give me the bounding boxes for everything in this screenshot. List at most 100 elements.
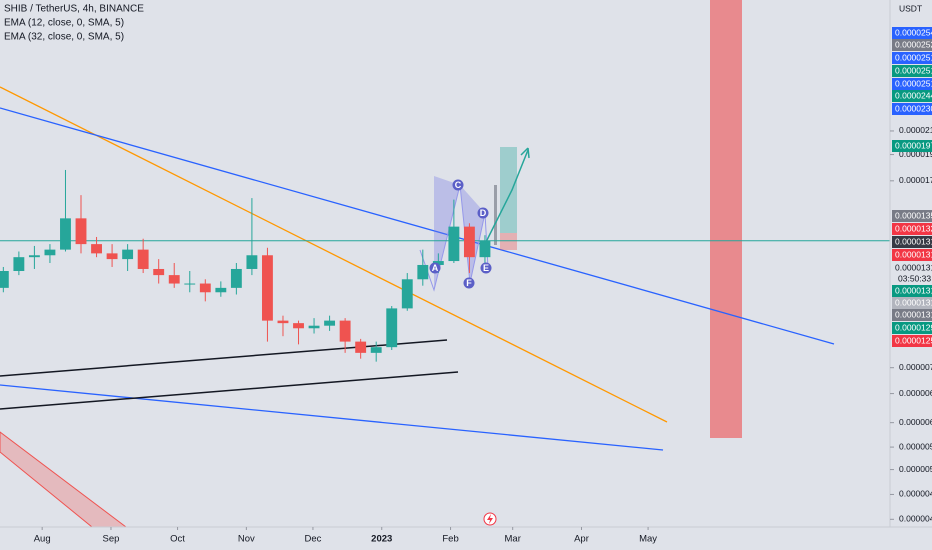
indicator-label: EMA (12, close, 0, SMA, 5) — [4, 18, 124, 29]
price-label-box — [892, 297, 932, 309]
marker-bar — [494, 185, 497, 245]
candle-body — [28, 255, 40, 258]
pattern-label: D — [480, 208, 487, 218]
pattern-label: F — [466, 278, 472, 288]
price-label-box — [892, 322, 932, 334]
candle-body — [44, 249, 56, 256]
candle-body — [463, 226, 475, 258]
price-label: 0.00001314 — [895, 285, 932, 295]
y-axis-label: USDT — [899, 3, 922, 13]
price-label-box — [892, 78, 932, 90]
candle-body — [277, 320, 289, 324]
x-tick-label: Oct — [170, 534, 185, 545]
price-label: 0.00002528 — [895, 39, 932, 49]
trendline — [0, 86, 668, 423]
price-label: 0.00002516 — [895, 52, 932, 62]
price-label-box — [892, 65, 932, 77]
price-label-box — [892, 249, 932, 261]
x-tick-label: Dec — [304, 534, 321, 545]
price-label: 0.00002546 — [895, 27, 932, 37]
pattern-badge — [477, 207, 489, 219]
x-tick-label: Apr — [574, 534, 589, 545]
price-label-box — [892, 27, 932, 39]
x-tick-label: May — [639, 534, 657, 545]
position-profit — [500, 147, 517, 233]
candle-body — [13, 257, 25, 272]
candle-body — [355, 341, 367, 353]
candle-body — [370, 347, 382, 353]
candle-body — [262, 255, 273, 321]
y-tick-label: 0.00000550 — [899, 441, 932, 451]
candle-body — [246, 255, 258, 269]
price-label: 0.00001316 — [895, 262, 932, 272]
arrow-head — [520, 147, 530, 159]
y-tick-label: 0.00002100 — [899, 125, 932, 135]
price-label-box — [892, 210, 932, 222]
trendline — [0, 371, 459, 410]
candle-body — [137, 249, 149, 269]
pattern-badge — [480, 262, 492, 274]
candle-body — [122, 249, 134, 260]
zone-rect — [710, 0, 742, 438]
price-label: 0.00001313 — [895, 297, 932, 307]
y-tick-label: 0.00001900 — [899, 149, 932, 159]
pattern-labels: C D A E F — [429, 179, 492, 289]
arrow — [485, 149, 529, 243]
price-label-box — [892, 103, 932, 115]
legend: SHIB / TetherUS, 4h, BINANCE EMA (12, cl… — [4, 4, 144, 43]
candle-body — [91, 244, 102, 254]
position-loss — [500, 233, 517, 250]
price-label: 0.00002443 — [895, 90, 932, 100]
candle-body — [153, 268, 165, 276]
price-label-box — [892, 285, 932, 297]
price-label: 0.00001297 — [895, 322, 932, 332]
chart-title: SHIB / TetherUS, 4h, BINANCE — [4, 4, 144, 15]
candle-body — [168, 275, 180, 284]
trendline — [0, 384, 664, 451]
candle-body — [479, 240, 491, 258]
pattern-badge — [429, 262, 441, 274]
price-label-box — [892, 335, 932, 347]
pattern-badge — [452, 179, 464, 191]
countdown-label: 03:50:33 — [898, 273, 931, 283]
pattern-label: C — [455, 180, 462, 190]
candle-body — [401, 279, 413, 309]
pattern-label: E — [483, 263, 489, 273]
y-tick-label: 0.00000500 — [899, 464, 932, 474]
x-tick-label: Aug — [34, 534, 51, 545]
price-label: 0.00002308 — [895, 103, 932, 113]
price-label: 0.00001255 — [895, 335, 932, 345]
price-label-box — [892, 39, 932, 51]
plot — [0, 169, 890, 362]
price-label-box — [892, 140, 932, 152]
candle-body — [215, 287, 227, 293]
y-tick-label: 0.00000450 — [899, 489, 932, 499]
y-tick-label: 0.00000770 — [899, 362, 932, 372]
y-tick-label: 0.00001700 — [899, 175, 932, 185]
y-tick-label: 0.00000405 — [899, 514, 932, 524]
pattern-label: A — [432, 263, 439, 273]
candle-body — [75, 218, 87, 245]
x-tick-label: 2023 — [371, 534, 392, 545]
x-tick-label: Mar — [505, 534, 521, 545]
candle-body — [448, 226, 460, 262]
x-tick-label: Nov — [238, 534, 255, 545]
price-label-box — [892, 223, 932, 235]
price-label: 0.00001313 — [895, 309, 932, 319]
price-label: 0.00001355 — [895, 210, 932, 220]
price-label: 0.00001970 — [895, 140, 932, 150]
x-tick-label: Sep — [103, 534, 120, 545]
candle-body — [432, 261, 444, 265]
candle-body — [199, 283, 211, 293]
candle-body — [324, 320, 336, 326]
price-label-box — [892, 90, 932, 102]
alert-bolt[interactable] — [487, 514, 493, 524]
candle-body — [308, 325, 320, 329]
candle-body — [230, 268, 242, 288]
alert-icon[interactable] — [483, 512, 497, 526]
candle-body — [417, 264, 429, 280]
candle-body — [60, 218, 71, 250]
price-label: 0.00001319 — [895, 236, 932, 246]
